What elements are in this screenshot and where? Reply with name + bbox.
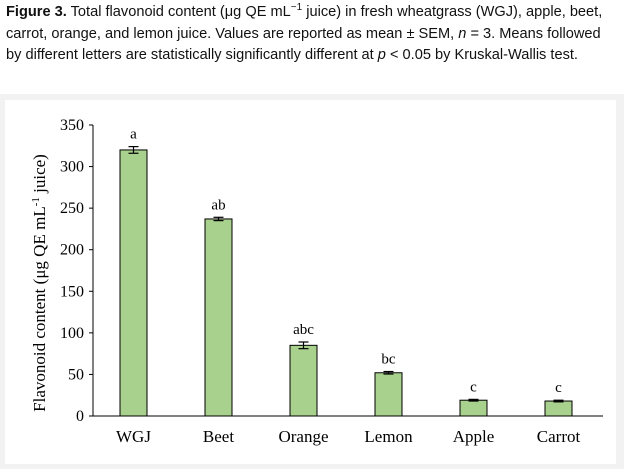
- significance-letter: abc: [293, 322, 314, 338]
- caption-superscript: −1: [290, 2, 303, 14]
- caption-text-1: Total flavonoid content (μg QE mL: [66, 4, 291, 20]
- y-tick-label: 0: [76, 408, 84, 425]
- bar-beet: [204, 218, 233, 417]
- y-axis-label: Flavonoid content (μg QE mL-1 juice): [30, 154, 49, 412]
- caption-text-3: = 3. Means followed by different letters…: [6, 25, 601, 64]
- bar-wgj: [119, 149, 148, 417]
- plot-area: 0 50 100 150 200 250 300 350 a WGJ ab Beet abc Orange…: [60, 117, 603, 446]
- x-tick-label: WGJ: [116, 427, 151, 446]
- bar-orange: [289, 344, 318, 417]
- x-tick-label: Carrot: [537, 427, 581, 446]
- y-axis-label-main: Flavonoid content (μg QE mL: [30, 206, 49, 412]
- y-tick-label: 50: [68, 366, 84, 383]
- y-tick-label: 300: [60, 159, 84, 176]
- significance-letter: c: [470, 379, 477, 395]
- figure-label: Figure 3.: [6, 4, 67, 20]
- bar-lemon: [374, 372, 403, 417]
- bar-carrot: [544, 400, 573, 417]
- x-tick-label: Lemon: [364, 427, 413, 446]
- bar-apple: [459, 399, 488, 417]
- y-tick-label: 250: [60, 200, 84, 217]
- chart-panel: Flavonoid content (μg QE mL-1 juice) 0 50…: [5, 100, 616, 464]
- figure-frame: Flavonoid content (μg QE mL-1 juice) 0 50…: [0, 94, 624, 469]
- x-tick-label: Beet: [203, 427, 234, 446]
- significance-letter: ab: [211, 197, 225, 213]
- y-tick-label: 200: [60, 242, 84, 259]
- caption-p-symbol: p: [377, 47, 386, 63]
- figure-caption: Figure 3. Total flavonoid content (μg QE…: [6, 2, 618, 67]
- significance-letter: bc: [381, 352, 396, 368]
- y-axis-label-superscript: -1: [30, 197, 42, 206]
- bar-chart: Flavonoid content (μg QE mL-1 juice) 0 50…: [30, 117, 603, 446]
- y-tick-label: 100: [60, 325, 84, 342]
- caption-text-4: < 0.05 by Kruskal-Wallis test.: [385, 47, 578, 63]
- significance-letter: a: [130, 127, 137, 143]
- significance-letter: c: [555, 380, 562, 396]
- x-tick-label: Apple: [453, 427, 495, 446]
- y-tick-label: 150: [60, 283, 84, 300]
- y-axis-label-suffix: juice): [30, 154, 49, 197]
- x-tick-label: Orange: [278, 427, 328, 446]
- caption-n-symbol: n: [458, 25, 467, 42]
- caption-text-2: juice) in fresh wheatgrass (WGJ), apple,…: [6, 4, 603, 42]
- y-tick-label: 350: [60, 117, 84, 134]
